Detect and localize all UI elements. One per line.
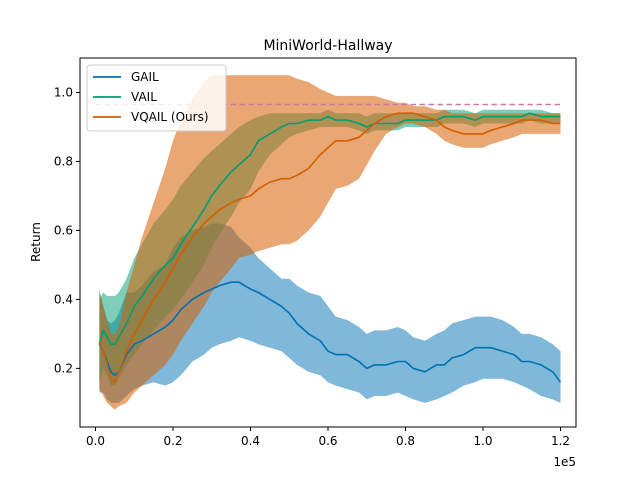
- gail-legend-label: GAIL: [131, 70, 159, 84]
- legend: GAIL VAIL VQAIL (Ours): [86, 64, 227, 132]
- x-axis-offset-text: 1e5: [553, 455, 576, 469]
- x-tick-label: 1.0: [473, 434, 492, 448]
- vqail-ours-band: [99, 75, 561, 410]
- y-axis-label: Return: [29, 222, 43, 262]
- x-tick-label: 0.8: [396, 434, 415, 448]
- vqail-ours-line: [98, 112, 561, 384]
- y-tick-label: 0.4: [54, 292, 73, 306]
- y-tick-label: 0.8: [54, 154, 73, 168]
- y-tick-label: 0.2: [54, 361, 73, 375]
- x-tick-label: 0.6: [318, 434, 337, 448]
- confidence-bands: [99, 75, 561, 410]
- legend-box: [86, 64, 227, 132]
- gail-line: [98, 281, 562, 383]
- y-tick-label: 0.6: [54, 223, 73, 237]
- y-tick-label: 1.0: [54, 85, 73, 99]
- x-axis-ticks: 0.0 0.2 0.4 0.6 0.8 1.0 1.2: [86, 427, 570, 448]
- chart-title: MiniWorld-Hallway: [263, 38, 392, 54]
- vqail-ours-legend-label: VQAIL (Ours): [131, 110, 209, 124]
- series-lines: [98, 112, 562, 384]
- x-tick-label: 1.2: [551, 434, 570, 448]
- x-tick-label: 0.0: [86, 434, 105, 448]
- vail-legend-label: VAIL: [131, 90, 157, 104]
- y-axis-ticks: 0.2 0.4 0.6 0.8 1.0: [54, 85, 80, 375]
- x-tick-label: 0.2: [163, 434, 182, 448]
- vail-line: [98, 112, 561, 346]
- x-tick-label: 0.4: [241, 434, 260, 448]
